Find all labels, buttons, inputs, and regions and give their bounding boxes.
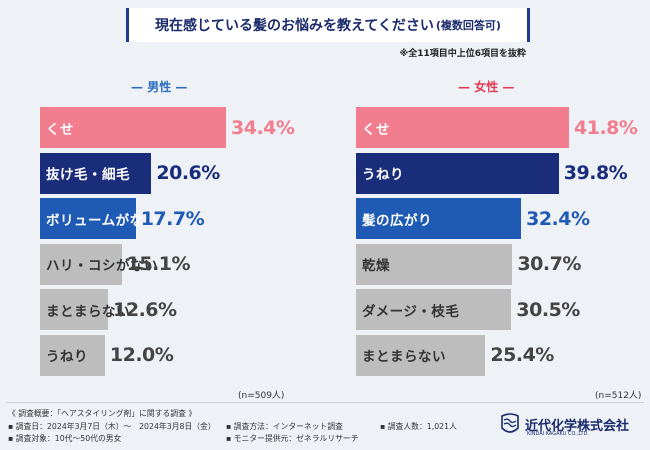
footer-divider <box>6 402 644 403</box>
male-value-label: 12.6% <box>113 298 177 321</box>
female-sample-size: (n=512人) <box>595 391 642 401</box>
female-value-label: 30.7% <box>517 253 581 275</box>
survey-method: ▪ 調査方法：インターネット調査 <box>226 422 343 431</box>
company-logo: 近代化学株式会社 KINDAI KAGAKU CO.,LTD. <box>500 412 630 437</box>
male-panel-title: — 男性 — <box>131 80 188 94</box>
male-sample-size: (n=509人) <box>238 391 285 401</box>
male-bar: ハリ・コシがない <box>40 243 158 285</box>
female-bar: ダメージ・枝毛 <box>356 289 512 330</box>
male-bar: ボリュームがない <box>40 198 157 239</box>
survey-date: ▪ 調査日：2024年3月7日（木）～ 2024年3月8日（金） <box>8 422 216 431</box>
female-bar: 髪の広がり <box>356 198 522 239</box>
male-bar: 抜け毛・細毛 <box>40 152 152 194</box>
wave-emblem-icon <box>501 413 519 433</box>
male-bar: まとまらない <box>40 289 129 330</box>
chart-title-box: 現在感じている髪のお悩みを教えてください (複数回答可) <box>126 8 530 42</box>
survey-count: ▪ 調査人数：1,021人 <box>380 422 457 431</box>
male-value-label: 20.6% <box>156 162 220 184</box>
female-bar: くせ <box>356 107 569 148</box>
female-panel-title: — 女性 — <box>458 80 515 94</box>
female-value-label: 41.8% <box>574 116 638 139</box>
male-value-label: 15.1% <box>126 253 191 275</box>
chart-note: ※全11項目中上位6項目を抜粋 <box>399 49 526 59</box>
female-bar: 乾燥 <box>356 243 513 285</box>
female-value-label: 32.4% <box>526 207 590 230</box>
male-value-label: 17.7% <box>140 207 205 230</box>
male-value-label: 12.0% <box>109 344 174 366</box>
chart-title: 現在感じている髪のお悩みを教えてください <box>155 18 434 34</box>
male-bar: くせ <box>40 107 226 148</box>
chart-title-suffix: (複数回答可) <box>435 19 501 32</box>
survey-overview: 《 調査概要：「ヘアスタイリング剤」に関する調査 》 <box>8 409 197 418</box>
company-name: 近代化学株式会社 <box>525 418 630 434</box>
female-bar: うねり <box>356 152 559 194</box>
female-bar: まとまらない <box>356 334 486 376</box>
male-bar: うねり <box>40 334 105 376</box>
female-value-label: 39.8% <box>563 162 628 184</box>
female-value-label: 25.4% <box>490 344 554 366</box>
survey-provider: ▪ モニター提供元：ゼネラルリサーチ <box>226 434 359 443</box>
female-value-label: 30.5% <box>516 298 580 321</box>
survey-target: ▪ 調査対象：10代〜50代の男女 <box>8 434 122 443</box>
company-name-en: KINDAI KAGAKU CO.,LTD. <box>527 431 589 437</box>
male-value-label: 34.4% <box>231 116 295 139</box>
